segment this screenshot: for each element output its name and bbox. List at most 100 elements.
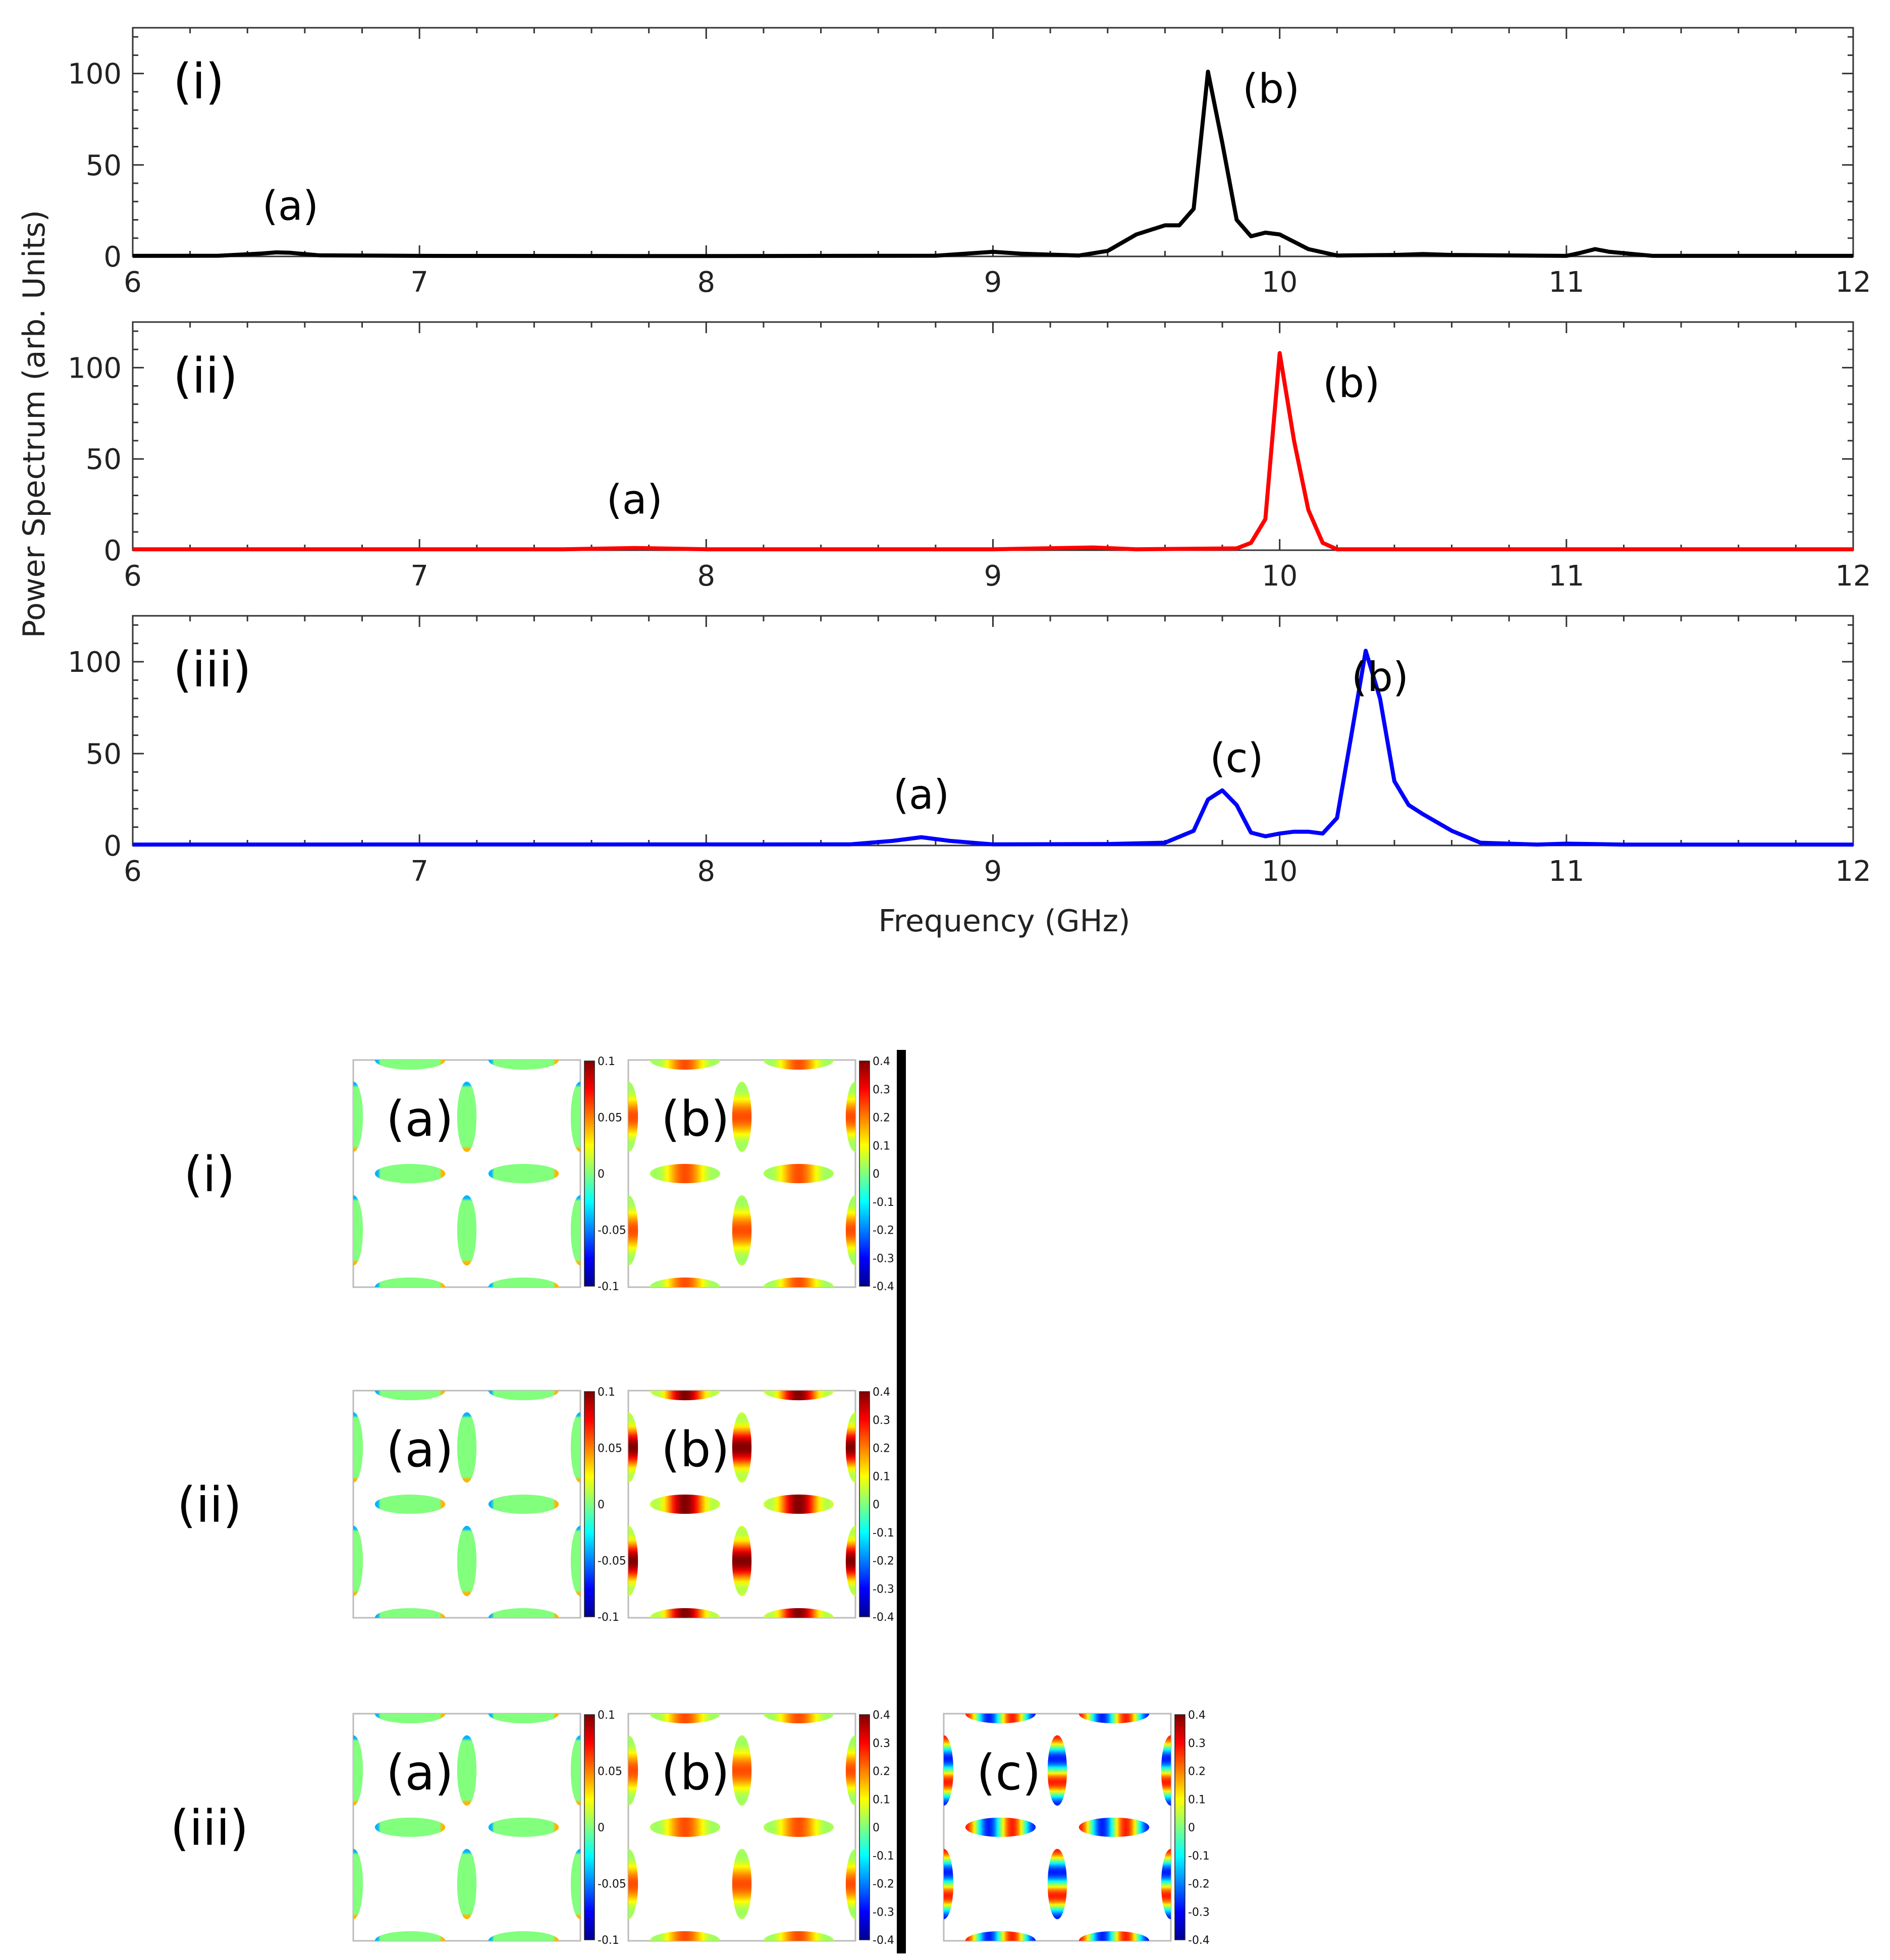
x-tick-label: 8 [697,560,716,593]
vertical-ellipse [845,1081,855,1152]
vertical-ellipse [845,1735,855,1806]
x-tick-label: 6 [124,560,142,593]
y-tick-label: 100 [68,646,122,679]
map-label: (c) [977,1744,1041,1801]
horizontal-ellipse [374,1391,446,1401]
x-tick-label: 10 [1262,266,1298,299]
y-tick-label: 100 [68,352,122,385]
horizontal-ellipse [1078,1714,1150,1724]
vertical-ellipse [457,1735,477,1806]
colorbar-tick-label: -0.1 [598,1934,619,1947]
vertical-ellipse [353,1735,363,1806]
colorbar [584,1061,595,1287]
vertical-ellipse [353,1412,363,1483]
colorbar-tick-label: -0.05 [598,1878,626,1891]
vertical-ellipse [732,1525,752,1597]
horizontal-ellipse [374,1931,446,1941]
colorbar [859,1391,870,1617]
horizontal-ellipse [488,1494,559,1514]
horizontal-ellipse [650,1277,721,1287]
panel-2: 6 7 8 9 10 11 12 0 50 100 (ii) (a) (b) [68,321,1871,593]
horizontal-ellipse [763,1060,834,1070]
horizontal-ellipse [763,1608,834,1618]
colorbar-tick-label: 0.1 [873,1470,890,1483]
row-label: (i) [184,1146,235,1203]
x-tick-label: 8 [697,266,716,299]
mode-map: 0.4 0.3 0.2 0.1 0 -0.1 -0.2 -0.3 -0.4 (b) [627,1709,894,1947]
mode-map: 0.1 0.05 0 -0.05 -0.1 (a) [352,1709,626,1947]
colorbar-tick-label: 0.2 [873,1766,890,1778]
colorbar-tick-label: 0.05 [598,1766,622,1778]
vertical-ellipse [1161,1848,1171,1920]
x-tick-label: 11 [1548,855,1584,888]
vertical-ellipse [845,1525,855,1597]
colorbar-tick-label: -0.3 [1188,1906,1210,1919]
x-tick-label: 10 [1262,855,1298,888]
horizontal-ellipse [488,1277,559,1287]
horizontal-ellipse [374,1608,446,1618]
colorbar-tick-label: -0.4 [873,1281,894,1293]
map-label: (b) [661,1421,730,1478]
plot-frame [132,321,1854,551]
ellipse-pattern [628,1714,855,1941]
panel-1: 6 7 8 9 10 11 12 0 50 100 (i) (a) (b) [68,27,1871,299]
colorbar-tick-label: -0.1 [873,1196,894,1209]
vertical-ellipse [732,1081,752,1152]
horizontal-ellipse [488,1817,559,1837]
map-label: (a) [386,1421,454,1478]
vertical-ellipse [1047,1848,1067,1920]
mode-row-1: (i) 0.1 0.05 0 -0.05 -0.1 (a) 0.4 0.3 0.2 0.1 0 -0.1… [184,1055,894,1293]
colorbar-tick-label: -0.05 [598,1555,626,1568]
x-tick-label: 12 [1835,855,1871,888]
panel-label: (ii) [173,348,238,404]
panel-label: (i) [173,54,225,110]
mode-row-3: (iii) 0.1 0.05 0 -0.05 -0.1 (a) 0.4 0.3 0.2 0.1 0 -0… [171,1709,1210,1947]
colorbar-tick-label: -0.4 [1188,1934,1210,1947]
vertical-ellipse [457,1081,477,1152]
colorbar-tick-label: -0.1 [873,1527,894,1540]
mode-maps: (i) 0.1 0.05 0 -0.05 -0.1 (a) 0.4 0.3 0.2 0.1 0 -0.1… [171,1055,1210,1947]
vertical-ellipse [1161,1735,1171,1806]
horizontal-ellipse [650,1060,721,1070]
colorbar-tick-label: 0.3 [873,1414,890,1427]
mode-map: 0.1 0.05 0 -0.05 -0.1 (a) [352,1055,626,1293]
horizontal-ellipse [650,1714,721,1724]
mode-map: 0.1 0.05 0 -0.05 -0.1 (a) [352,1386,626,1624]
colorbar-tick-label: -0.2 [873,1878,894,1891]
colorbar-tick-label: -0.3 [873,1252,894,1265]
x-tick-label: 7 [410,266,428,299]
panel-label: (iii) [173,642,251,698]
vertical-ellipse [570,1195,580,1266]
horizontal-ellipse [763,1714,834,1724]
x-tick-label: 12 [1835,266,1871,299]
vertical-ellipse [353,1848,363,1920]
y-tick-label: 50 [86,443,122,476]
colorbar-tick-label: -0.3 [873,1906,894,1919]
map-label: (a) [386,1091,454,1147]
horizontal-ellipse [650,1817,721,1837]
ellipse-pattern [353,1714,580,1941]
horizontal-ellipse [488,1391,559,1401]
x-tick-label: 9 [984,855,1002,888]
row-label: (iii) [171,1800,249,1857]
peak-label: (a) [607,476,663,523]
map-label: (b) [661,1744,730,1801]
vertical-ellipse [570,1525,580,1597]
horizontal-ellipse [650,1931,721,1941]
plot-frame [132,27,1854,257]
horizontal-ellipse [374,1277,446,1287]
colorbar-tick-label: 0.3 [1188,1737,1206,1750]
vertical-ellipse [1047,1735,1067,1806]
mode-map: 0.4 0.3 0.2 0.1 0 -0.1 -0.2 -0.3 -0.4 (b) [627,1386,894,1624]
horizontal-ellipse [650,1494,721,1514]
horizontal-ellipse [763,1817,834,1837]
map-label: (b) [661,1091,730,1147]
peak-label: (a) [262,183,318,230]
colorbar-tick-label: 0.1 [598,1709,615,1722]
vertical-ellipse [570,1412,580,1483]
ellipse-pattern [628,1060,855,1287]
horizontal-ellipse [763,1391,834,1401]
vertical-ellipse [732,1412,752,1483]
horizontal-ellipse [488,1714,559,1724]
